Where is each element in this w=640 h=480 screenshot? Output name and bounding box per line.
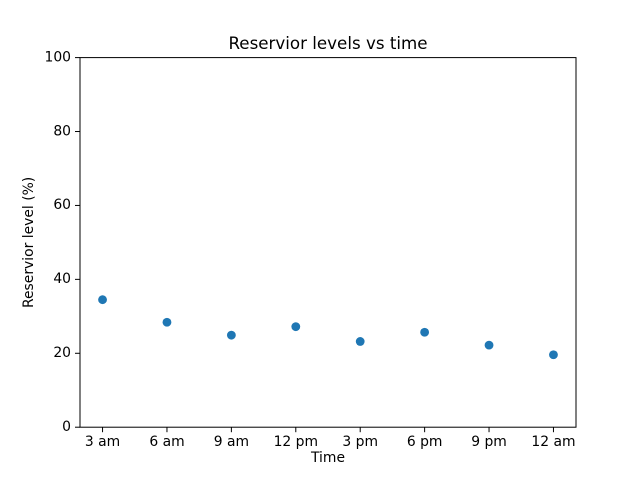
y-tick-label: 100 bbox=[44, 49, 71, 65]
data-point bbox=[420, 327, 430, 337]
x-axis-label: Time bbox=[310, 450, 345, 466]
x-tick-label: 3 am bbox=[85, 434, 120, 450]
x-tick-label: 12 am bbox=[531, 434, 575, 450]
scatter-points bbox=[98, 295, 558, 360]
x-tick-label: 6 am bbox=[149, 434, 184, 450]
y-axis: 0 20 40 60 80 100 bbox=[44, 49, 80, 435]
x-tick-label: 6 pm bbox=[407, 434, 443, 450]
data-point bbox=[226, 330, 236, 340]
x-tick-label: 12 pm bbox=[274, 434, 318, 450]
y-tick-label: 20 bbox=[53, 345, 71, 361]
data-point bbox=[549, 350, 558, 360]
data-point bbox=[484, 340, 494, 350]
y-tick-label: 60 bbox=[53, 197, 71, 213]
data-point bbox=[162, 317, 172, 327]
plot-area-border bbox=[79, 57, 577, 428]
data-point bbox=[355, 337, 365, 346]
x-tick-label: 9 am bbox=[214, 434, 249, 450]
data-point bbox=[98, 295, 107, 305]
x-axis: 3 am 6 am 9 am 12 pm 3 pm 6 pm 9 pm 12 am bbox=[85, 427, 576, 450]
y-axis-label: Reservior level (%) bbox=[21, 177, 37, 308]
x-tick-label: 3 pm bbox=[342, 434, 378, 450]
y-tick-label: 40 bbox=[53, 271, 71, 287]
y-tick-label: 0 bbox=[62, 419, 71, 435]
chart-title: Reservior levels vs time bbox=[228, 33, 427, 53]
x-tick-label: 9 pm bbox=[471, 434, 507, 450]
y-tick-label: 80 bbox=[53, 123, 71, 139]
data-point bbox=[291, 322, 301, 332]
